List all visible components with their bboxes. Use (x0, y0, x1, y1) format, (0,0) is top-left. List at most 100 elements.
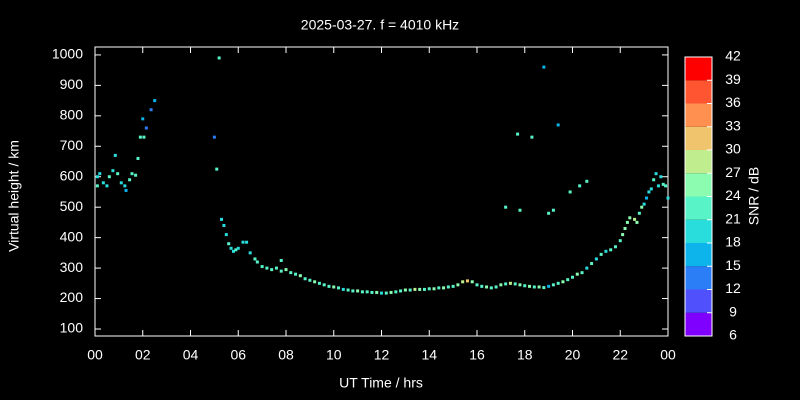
x-tick-label: 06 (230, 347, 246, 363)
data-point (241, 240, 245, 244)
data-point (105, 184, 109, 188)
data-point (113, 153, 117, 157)
data-point (652, 178, 656, 182)
y-tick-label: 600 (60, 167, 84, 183)
data-point (98, 172, 102, 176)
colorbar-band (685, 289, 712, 313)
data-point (365, 290, 369, 294)
data-point (580, 271, 584, 275)
data-point (153, 99, 157, 103)
data-point (399, 289, 403, 293)
colorbar-band (685, 243, 712, 267)
colorbar-tick-label: 6 (729, 327, 737, 343)
data-point (551, 208, 555, 212)
data-point (107, 175, 111, 179)
data-point (642, 202, 646, 206)
data-point (566, 278, 570, 282)
x-tick-label: 20 (565, 347, 581, 363)
data-point (504, 205, 508, 209)
data-point (523, 284, 527, 288)
data-point (274, 266, 278, 270)
x-tick-label: 00 (87, 347, 103, 363)
data-point (136, 156, 140, 160)
data-point (144, 126, 148, 130)
data-point (594, 257, 598, 261)
data-point (236, 246, 240, 250)
data-point (542, 286, 546, 290)
data-point (508, 281, 512, 285)
data-point (284, 268, 288, 272)
data-point (585, 266, 589, 270)
data-point (489, 286, 493, 290)
x-tick-label: 16 (469, 347, 485, 363)
data-point (609, 248, 613, 252)
x-tick-label: 18 (517, 347, 533, 363)
data-point (537, 285, 541, 289)
data-point (456, 283, 460, 287)
colorbar-tick-label: 42 (725, 48, 741, 64)
data-point (437, 286, 441, 290)
data-point (380, 291, 383, 295)
data-point (220, 217, 224, 221)
colorbar-band (685, 312, 712, 336)
data-point (95, 184, 99, 188)
data-point (513, 282, 517, 286)
data-point (134, 173, 138, 177)
colorbar-band (685, 266, 712, 290)
data-point (628, 216, 632, 220)
data-point (621, 233, 625, 237)
data-point (418, 287, 422, 291)
data-point (248, 251, 252, 255)
colorbar-tick-label: 21 (725, 210, 741, 226)
y-tick-label: 800 (60, 107, 84, 123)
data-point (485, 285, 489, 289)
data-point (556, 281, 560, 285)
data-point (661, 182, 665, 186)
colorbar-band (685, 150, 712, 174)
data-point (356, 289, 360, 293)
data-point (217, 56, 221, 60)
data-point (542, 65, 546, 69)
data-point (654, 172, 658, 176)
data-point (475, 283, 479, 287)
data-point (303, 277, 307, 281)
x-tick-label: 10 (326, 347, 342, 363)
colorbar-band (685, 57, 712, 81)
data-point (279, 258, 283, 262)
data-point (138, 135, 142, 139)
data-point (578, 184, 582, 188)
data-point (215, 167, 219, 171)
colorbar-band (685, 196, 712, 220)
data-point (635, 220, 639, 224)
data-point (394, 290, 398, 294)
data-point (446, 285, 450, 289)
data-point (666, 196, 670, 200)
data-point (375, 290, 379, 294)
y-tick-label: 900 (60, 76, 84, 92)
data-point (656, 184, 660, 188)
colorbar-tick-label: 24 (725, 187, 741, 203)
colorbar-tick-label: 18 (725, 234, 741, 250)
colorbar-band (685, 173, 712, 197)
data-point (599, 252, 603, 256)
data-point (234, 248, 238, 252)
colorbar-label: SNR / dB (746, 167, 762, 225)
data-point (327, 284, 331, 288)
y-tick-label: 100 (60, 320, 84, 336)
colorbar-band (685, 80, 712, 104)
data-point (279, 269, 283, 273)
data-point (645, 196, 649, 200)
colorbar-tick-label: 39 (725, 71, 741, 87)
x-tick-label: 22 (612, 347, 628, 363)
data-point (389, 290, 393, 294)
colorbar-tick-label: 30 (725, 141, 741, 157)
data-point (255, 260, 259, 264)
data-point (516, 132, 520, 136)
y-tick-label: 700 (60, 137, 84, 153)
data-point (116, 172, 120, 176)
data-point (547, 284, 551, 288)
data-point (465, 279, 469, 283)
data-point (141, 117, 145, 121)
data-point (637, 211, 641, 215)
data-point (551, 283, 555, 287)
